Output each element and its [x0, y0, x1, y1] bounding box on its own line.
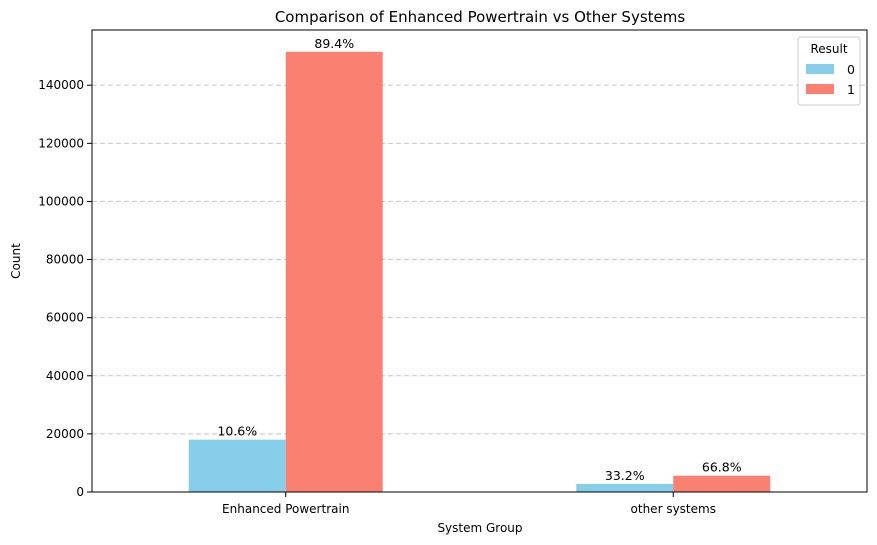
gridlines: [92, 84, 867, 435]
y-tick-label: 20000: [46, 427, 84, 441]
y-axis-label: Count: [9, 243, 23, 279]
x-tick-label: Enhanced Powertrain: [222, 502, 349, 516]
plot-frame: [91, 29, 868, 493]
bar: [673, 475, 771, 492]
y-tick-label: 100000: [38, 194, 84, 208]
chart-title: Comparison of Enhanced Powertrain vs Oth…: [275, 8, 686, 26]
bar-value-label: 66.8%: [702, 460, 742, 475]
bar-value-label: 89.4%: [314, 36, 354, 51]
legend-entry: 1: [847, 82, 855, 97]
x-axis: Enhanced Powertrain other systems: [222, 492, 716, 516]
legend-swatch: [806, 84, 834, 94]
y-axis: 0 20000 40000 60000 80000 100000 120000 140000: [38, 78, 92, 499]
y-tick-label: 140000: [38, 78, 84, 92]
bar-labels: 10.6% 89.4% 33.2% 66.8%: [217, 36, 741, 483]
x-axis-label: System Group: [437, 521, 522, 535]
bar: [576, 483, 674, 492]
y-tick-label: 60000: [46, 311, 84, 325]
bars: [188, 51, 771, 493]
legend-title: Result: [810, 42, 847, 56]
y-tick-label: 0: [76, 485, 84, 499]
bar: [285, 51, 383, 493]
legend-swatch: [806, 64, 834, 74]
y-tick-label: 40000: [46, 369, 84, 383]
bar-value-label: 10.6%: [217, 424, 257, 439]
legend-entry: 0: [847, 62, 855, 77]
bar-value-label: 33.2%: [605, 468, 645, 483]
y-tick-label: 80000: [46, 253, 84, 267]
y-tick-label: 120000: [38, 136, 84, 150]
bar: [188, 439, 286, 492]
x-tick-label: other systems: [631, 502, 716, 516]
